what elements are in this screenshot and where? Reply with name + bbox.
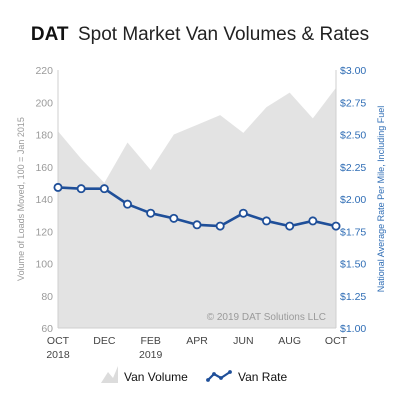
left-tick-label: 140	[35, 194, 53, 206]
left-axis-ticks: 60 80 100 120 140 160 180 200 220	[35, 65, 53, 335]
van-rate-point	[192, 220, 202, 230]
right-tick-label: $1.25	[340, 291, 366, 303]
right-tick-label: $1.75	[340, 226, 366, 238]
van-rate-point	[331, 221, 341, 231]
right-tick-label: $1.00	[340, 323, 366, 335]
right-tick-label: $3.00	[340, 65, 366, 77]
van-rate-point	[169, 213, 179, 223]
x-axis-ticks: OCT 2018 DEC FEB 2019 APR JUN AUG OCT	[46, 335, 347, 361]
van-rate-point	[261, 216, 271, 226]
left-tick-label: 80	[41, 291, 53, 303]
legend-van-volume-label: Van Volume	[124, 370, 188, 384]
x-tick-year-label: 2018	[46, 349, 70, 361]
van-rate-point	[285, 221, 295, 231]
left-tick-label: 180	[35, 130, 53, 142]
x-tick-label: DEC	[93, 335, 116, 347]
legend-van-rate-swatch	[206, 370, 232, 382]
van-volume-area	[58, 87, 336, 329]
right-tick-label: $2.75	[340, 97, 366, 109]
left-tick-label: 200	[35, 97, 53, 109]
x-tick-label: FEB	[140, 335, 160, 347]
van-rate-point	[146, 208, 156, 218]
title-rest: Spot Market Van Volumes & Rates	[78, 24, 369, 45]
right-axis-label: National Average Rate Per Mile, Includin…	[376, 106, 386, 292]
plot-area	[53, 70, 341, 329]
van-rate-point	[53, 182, 63, 192]
x-tick-label: OCT	[47, 335, 70, 347]
x-tick-label: APR	[186, 335, 208, 347]
left-tick-label: 100	[35, 259, 53, 271]
right-tick-label: $2.25	[340, 162, 366, 174]
van-rate-point	[123, 199, 133, 209]
van-rate-point	[99, 184, 109, 194]
left-axis-label: Volume of Loads Moved, 100 = Jan 2015	[16, 117, 26, 281]
left-tick-label: 60	[41, 323, 53, 335]
van-rate-point	[215, 221, 225, 231]
right-tick-label: $1.50	[340, 259, 366, 271]
legend-van-volume-swatch	[101, 366, 118, 383]
legend: Van Volume Van Rate	[101, 366, 287, 384]
van-rate-point	[238, 208, 248, 218]
x-tick-year-label: 2019	[139, 349, 163, 361]
right-tick-label: $2.00	[340, 194, 366, 206]
van-rate-point	[308, 216, 318, 226]
right-tick-label: $2.50	[340, 130, 366, 142]
right-axis-ticks: $1.00 $1.25 $1.50 $1.75 $2.00 $2.25 $2.50 $2.75…	[340, 65, 366, 335]
copyright-notice: © 2019 DAT Solutions LLC	[207, 312, 326, 323]
title-brand: DAT	[31, 24, 69, 45]
legend-van-rate-label: Van Rate	[238, 370, 287, 384]
x-tick-label: OCT	[325, 335, 348, 347]
van-rate-point	[76, 184, 86, 194]
x-tick-label: AUG	[278, 335, 301, 347]
left-tick-label: 220	[35, 65, 53, 77]
left-tick-label: 160	[35, 162, 53, 174]
left-tick-label: 120	[35, 226, 53, 238]
x-tick-label: JUN	[233, 335, 253, 347]
chart-title: DAT Spot Market Van Volumes & Rates	[31, 24, 369, 45]
